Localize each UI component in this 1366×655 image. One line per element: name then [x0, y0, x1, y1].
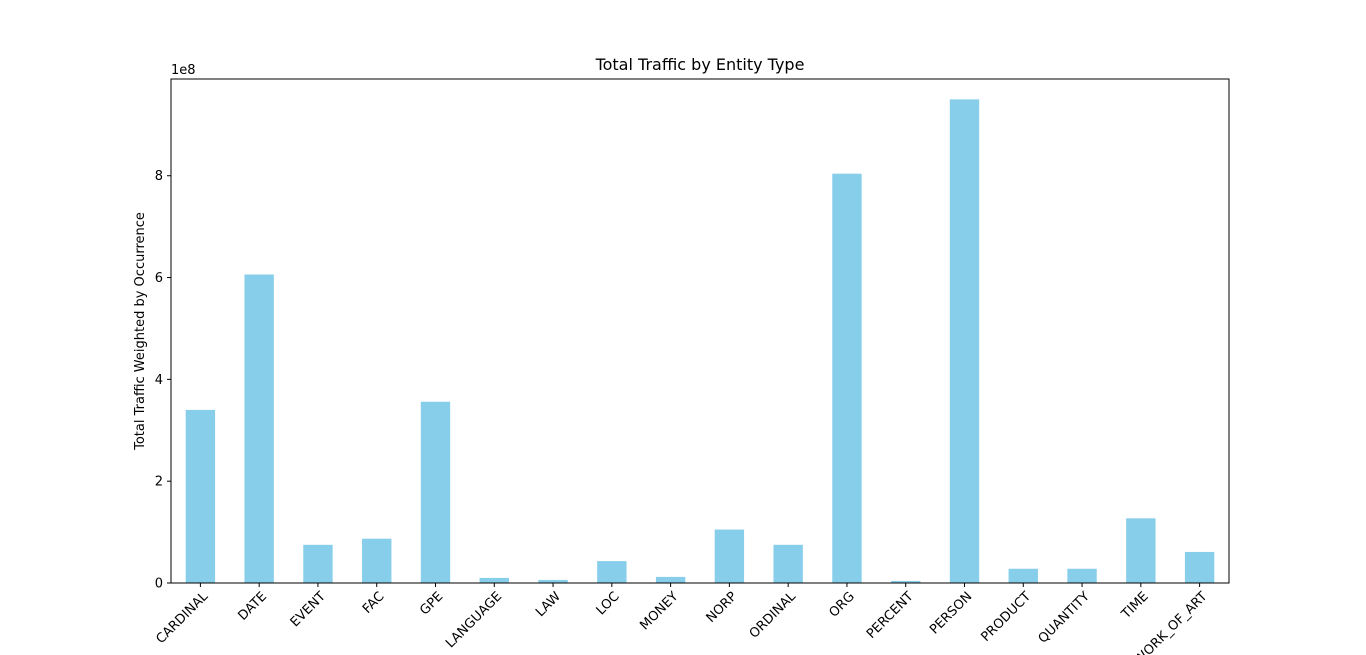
x-tick-label: TIME — [1118, 589, 1151, 622]
bar-fac — [362, 538, 392, 583]
x-tick-label: PRODUCT — [978, 589, 1034, 645]
bar-time — [1126, 518, 1156, 583]
bar-cardinal — [185, 409, 216, 583]
y-tick-label: 0 — [155, 577, 163, 592]
bar-quantity — [1067, 568, 1097, 583]
y-offset-text: 1e8 — [171, 63, 196, 78]
x-tick-label: FAC — [360, 589, 388, 617]
x-tick-label: LOC — [594, 589, 623, 618]
bar-law — [538, 579, 568, 583]
bar-percent — [891, 580, 921, 583]
x-tick-label: LANGUAGE — [443, 589, 505, 651]
y-tick-label: 4 — [155, 373, 163, 388]
y-axis-label: Total Traffic Weighted by Occurrence — [133, 212, 148, 451]
x-tick-label: NORP — [704, 589, 741, 626]
bar-product — [1008, 568, 1038, 583]
bar-person — [949, 99, 980, 583]
bar-work-of-art — [1184, 551, 1215, 583]
bar-org — [832, 173, 862, 583]
x-tick-label: LAW — [533, 589, 564, 620]
x-tick-label: GPE — [417, 589, 446, 618]
x-tick-label: PERSON — [927, 589, 975, 637]
bar-ordinal — [773, 544, 803, 583]
bar-date — [244, 274, 274, 583]
x-tick-label: QUANTITY — [1036, 589, 1093, 646]
bar-gpe — [420, 401, 451, 583]
y-tick-label: 8 — [155, 169, 163, 184]
x-tick-label: EVENT — [288, 589, 329, 630]
x-tick-label: CARDINAL — [153, 589, 211, 647]
chart-title: Total Traffic by Entity Type — [595, 55, 805, 74]
bars-group — [185, 99, 1215, 583]
bar-language — [479, 577, 509, 583]
bar-loc — [597, 561, 627, 583]
y-tick-label: 6 — [155, 271, 163, 286]
x-tick-label: MONEY — [637, 589, 681, 633]
x-tick-label: PERCENT — [864, 589, 917, 642]
x-tick-label: ORDINAL — [747, 589, 800, 642]
x-tick-label: ORG — [826, 589, 857, 620]
y-tick-label: 2 — [155, 475, 163, 490]
bar-event — [303, 544, 333, 583]
x-tick-label: DATE — [235, 589, 270, 624]
y-ticks-group: 0 2 4 6 8 — [155, 169, 171, 592]
bar-money — [655, 576, 686, 583]
bar-norp — [714, 529, 745, 583]
plot-frame — [170, 78, 1230, 584]
